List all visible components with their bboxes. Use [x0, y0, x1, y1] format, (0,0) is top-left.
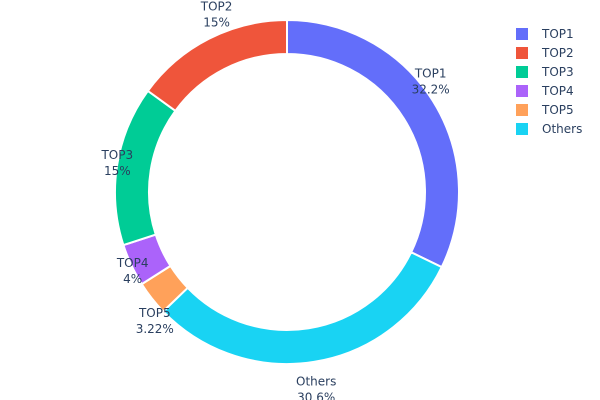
legend-item-others[interactable]: Others	[516, 122, 582, 136]
slice-label-name: TOP4	[116, 256, 149, 270]
slice-label-percent: 3.22%	[136, 322, 174, 336]
legend-swatch	[516, 123, 528, 135]
legend-swatch	[516, 104, 528, 116]
legend-item-top4[interactable]: TOP4	[516, 84, 574, 98]
slice-label-name: TOP3	[100, 148, 133, 162]
slice-top1[interactable]	[286, 18, 460, 269]
legend-swatch	[516, 47, 528, 59]
legend-item-top1[interactable]: TOP1	[516, 27, 574, 41]
legend-label: Others	[542, 122, 582, 136]
legend-label: TOP5	[541, 103, 574, 117]
slice-label-name: TOP5	[138, 306, 171, 320]
slice-label-name: TOP1	[414, 66, 447, 80]
legend: TOP1 TOP2 TOP3 TOP4 TOP5 Others	[516, 27, 582, 136]
legend-label: TOP4	[541, 84, 574, 98]
slice-label-percent: 32.2%	[412, 82, 450, 96]
legend-swatch	[516, 85, 528, 97]
legend-swatch	[516, 66, 528, 78]
legend-label: TOP2	[541, 46, 574, 60]
slice-label-name: TOP2	[200, 0, 233, 13]
legend-item-top3[interactable]: TOP3	[516, 65, 574, 79]
legend-item-top2[interactable]: TOP2	[516, 46, 574, 60]
slice-label-percent: 30.6%	[297, 391, 335, 400]
slice-labels: TOP1 32.2% Others 30.6% TOP5 3.22% TOP4 4% TOP3 1…	[100, 0, 449, 400]
legend-label: TOP3	[541, 65, 574, 79]
slices	[114, 18, 460, 365]
slice-others[interactable]	[161, 250, 444, 365]
slice-label-percent: 4%	[123, 272, 142, 286]
slice-label-percent: 15%	[104, 164, 131, 178]
legend-item-top5[interactable]: TOP5	[516, 103, 574, 117]
slice-label-percent: 15%	[203, 15, 230, 29]
legend-label: TOP1	[541, 27, 574, 41]
legend-swatch	[516, 28, 528, 40]
slice-label-name: Others	[296, 375, 336, 389]
slice-top2[interactable]	[146, 18, 288, 113]
